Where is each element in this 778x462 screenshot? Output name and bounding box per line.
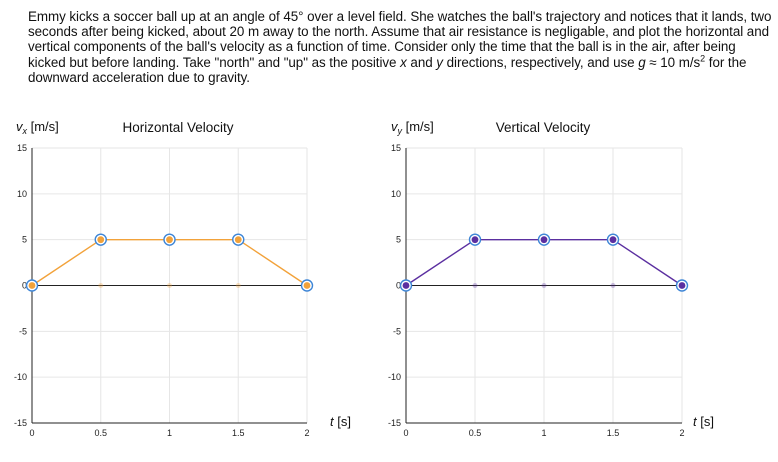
chart1-ghost-point: [167, 283, 172, 288]
chart2-y-tick-label: 10: [391, 189, 401, 199]
chart2-y-tick-label: 0: [396, 281, 401, 291]
chart1-ghost-point: [98, 283, 104, 288]
chart2-data-point[interactable]: [540, 236, 548, 244]
chart1-y-tick-label: 0: [22, 281, 27, 291]
chart2-x-tick-label: 0: [403, 428, 408, 438]
chart1-data-point[interactable]: [166, 236, 173, 244]
chart1-y-tick-label: 5: [22, 235, 27, 245]
chart1-data-point[interactable]: [234, 236, 242, 244]
chart1-ghost-point: [235, 283, 241, 288]
chart1-y-tick-label: -15: [14, 418, 27, 428]
chart1-x-tick-label: 1: [167, 428, 172, 438]
chart2-x-axis-label: t [s]: [693, 414, 714, 429]
chart1-y-tick-label: 15: [17, 143, 27, 153]
chart1-x-tick-label: 1.5: [232, 428, 245, 438]
problem-text-part: directions, respectively, and use: [442, 54, 639, 70]
problem-text: Emmy kicks a soccer ball up at an angle …: [28, 9, 773, 85]
chart2-x-tick-label: 1.5: [607, 428, 620, 438]
chart2-y-tick-label: 15: [391, 143, 401, 153]
chart2-title: Vertical Velocity: [496, 120, 591, 135]
chart1-x-axis-label: t [s]: [330, 414, 351, 429]
chart2-x-tick-label: 0.5: [469, 428, 482, 438]
chart1-y-tick-label: 10: [17, 189, 27, 199]
problem-text-part: ≈ 10 m/s: [645, 54, 701, 70]
chart1-y-tick-label: -5: [19, 326, 27, 336]
chart1-data-point[interactable]: [303, 282, 311, 289]
chart2-ghost-point: [541, 283, 547, 288]
chart2-y-axis-label: vy [m/s]: [391, 119, 434, 136]
chart1-data-point[interactable]: [97, 236, 105, 244]
chart1-x-tick-label: 2: [304, 428, 309, 438]
chart2-y-tick-label: 5: [396, 235, 401, 245]
chart2-y-tick-label: -15: [388, 418, 401, 428]
var-g: g: [638, 54, 646, 70]
chart1-x-tick-label: 0.5: [94, 428, 107, 438]
problem-statement: Emmy kicks a soccer ball up at an angle …: [28, 9, 773, 85]
chart1-title: Horizontal Velocity: [122, 120, 233, 135]
chart2-y-tick-label: -10: [388, 372, 401, 382]
chart2-ghost-point: [610, 283, 616, 288]
problem-text-part: and: [406, 54, 437, 70]
chart2-data-point[interactable]: [402, 282, 410, 289]
exponent: 2: [700, 53, 706, 64]
chart2-x-tick-label: 2: [679, 428, 684, 438]
chart1-y-tick-label: -10: [14, 372, 27, 382]
problem-text-part: Emmy kicks a soccer ball up at an angle …: [28, 9, 772, 70]
chart2-data-point[interactable]: [609, 236, 617, 244]
chart2-data-point[interactable]: [471, 236, 479, 244]
chart2-y-tick-label: -5: [393, 326, 401, 336]
chart2-ghost-point: [472, 283, 478, 288]
chart1-x-tick-label: 0: [29, 428, 34, 438]
chart1-y-axis-label: vx [m/s]: [16, 119, 59, 136]
var-y: y: [436, 54, 443, 70]
chart1-data-point[interactable]: [28, 282, 36, 289]
chart2-x-tick-label: 1: [541, 428, 546, 438]
var-x: x: [400, 54, 407, 70]
chart2-data-point[interactable]: [678, 282, 686, 289]
problem-text-part: for the downward acceleration due to gra…: [28, 54, 747, 85]
